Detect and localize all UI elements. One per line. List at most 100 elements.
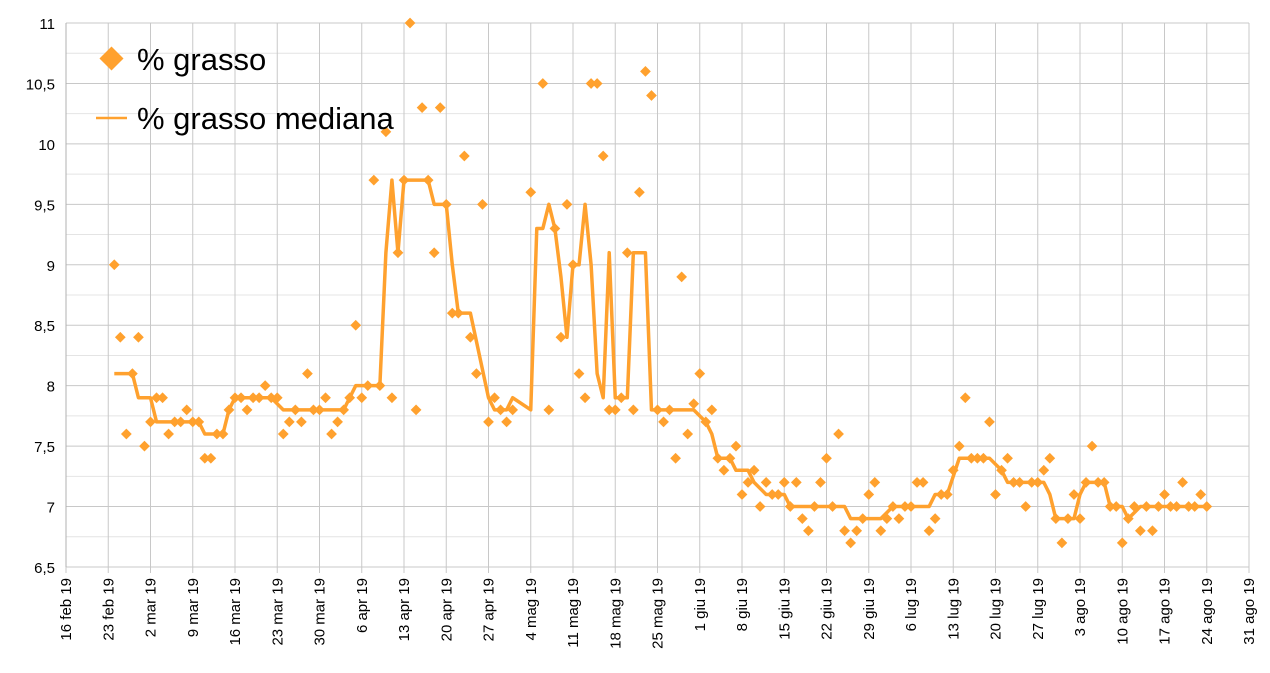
- x-tick-label: 17 ago 19: [1157, 578, 1174, 645]
- data-point-diamond: [978, 452, 989, 464]
- x-tick-label: 13 lug 19: [945, 578, 962, 640]
- data-point-diamond: [338, 404, 350, 416]
- data-point-diamond: [857, 513, 869, 525]
- data-point-diamond: [573, 368, 585, 379]
- data-point-diamond: [1189, 501, 1201, 512]
- data-point-diamond: [465, 331, 476, 343]
- x-tick-label: 13 apr 19: [396, 578, 413, 641]
- data-point-diamond: [289, 404, 301, 416]
- data-point-diamond: [634, 186, 645, 198]
- data-point-diamond: [1171, 501, 1182, 512]
- data-point-diamond: [495, 404, 506, 416]
- data-point-diamond: [984, 416, 995, 428]
- data-point-diamond: [1008, 477, 1019, 488]
- data-point-diamond: [374, 380, 386, 392]
- data-point-diamond: [157, 392, 168, 404]
- data-point-diamond: [350, 319, 362, 331]
- data-point-diamond: [416, 102, 428, 113]
- data-point-diamond: [169, 416, 181, 428]
- data-point-diamond: [332, 416, 343, 428]
- y-tick-label: 11: [39, 16, 55, 33]
- x-tick-label: 16 feb 19: [58, 578, 75, 641]
- data-point-diamond: [422, 174, 434, 186]
- data-point-diamond: [235, 392, 247, 404]
- data-point-diamond: [959, 392, 971, 404]
- data-point-diamond: [887, 501, 899, 512]
- x-tick-label: 2 mar 19: [143, 578, 160, 637]
- data-point-diamond: [1134, 525, 1146, 537]
- x-tick-label: 10 ago 19: [1114, 578, 1131, 645]
- data-point-diamond: [265, 392, 277, 404]
- data-point-diamond: [404, 17, 416, 29]
- grid: [65, 22, 1250, 573]
- x-tick-label: 27 lug 19: [1030, 578, 1047, 640]
- data-point-diamond: [525, 186, 537, 198]
- data-point-diamond: [1147, 525, 1158, 537]
- data-point-diamond: [579, 392, 591, 404]
- data-point-diamond: [410, 404, 422, 416]
- data-point-diamond: [760, 477, 772, 488]
- data-point-diamond: [163, 428, 174, 440]
- x-tick-label: 18 mag 19: [607, 578, 624, 649]
- data-point-diamond: [501, 416, 512, 428]
- data-point-diamond: [845, 537, 857, 549]
- data-point-diamond: [1050, 513, 1062, 525]
- data-point-diamond: [863, 489, 875, 500]
- legend-diamond-icon: [99, 46, 124, 71]
- x-tick-label: 15 giu 19: [776, 578, 793, 640]
- data-point-diamond: [736, 489, 748, 500]
- data-point-diamond: [296, 416, 307, 428]
- data-point-diamond: [1014, 477, 1026, 488]
- data-point-diamond: [247, 392, 259, 404]
- data-point-diamond: [368, 174, 380, 186]
- data-point-diamond: [929, 513, 941, 525]
- data-point-diamond: [193, 416, 205, 428]
- data-point-diamond: [1020, 501, 1032, 512]
- data-point-diamond: [947, 464, 959, 476]
- data-point-diamond: [507, 404, 519, 416]
- data-point-diamond: [199, 452, 211, 464]
- data-point-diamond: [615, 392, 627, 404]
- y-tick-label: 6,5: [34, 560, 55, 577]
- data-point-diamond: [990, 489, 1001, 500]
- x-tick-label: 16 mar 19: [227, 578, 244, 646]
- data-point-diamond: [211, 428, 223, 440]
- data-point-diamond: [1032, 477, 1044, 488]
- data-point-diamond: [851, 525, 863, 537]
- data-point-diamond: [827, 501, 838, 512]
- data-point-diamond: [815, 477, 826, 488]
- data-point-diamond: [114, 331, 126, 343]
- data-point-diamond: [1159, 489, 1170, 500]
- data-point-diamond: [283, 416, 295, 428]
- data-point-diamond: [181, 404, 193, 416]
- data-point-diamond: [1141, 501, 1152, 512]
- x-tick-label: 3 ago 19: [1072, 578, 1089, 636]
- legend-label-points: % grasso: [137, 42, 266, 77]
- data-point-diamond: [676, 271, 688, 283]
- data-point-diamond: [597, 150, 609, 162]
- data-point-diamond: [326, 428, 337, 440]
- data-point-diamond: [742, 477, 754, 488]
- data-point-diamond: [277, 428, 289, 440]
- y-tick-label: 10,5: [26, 76, 55, 93]
- data-point-diamond: [440, 198, 452, 210]
- y-tick-label: 8: [47, 379, 55, 396]
- x-tick-label: 24 ago 19: [1199, 578, 1216, 645]
- data-point-diamond: [821, 452, 832, 464]
- data-point-diamond: [259, 380, 271, 392]
- data-point-diamond: [428, 247, 440, 259]
- data-point-diamond: [688, 398, 700, 410]
- data-point-diamond: [1056, 537, 1068, 549]
- y-tick-label: 9: [47, 258, 55, 275]
- y-axis-ticks: 6,5 7 7,5 8 8,5 9 9,5 10 10,5 11: [26, 16, 55, 577]
- data-point-diamond: [790, 477, 802, 488]
- x-tick-label: 30 mar 19: [312, 578, 329, 646]
- data-point-diamond: [477, 198, 488, 210]
- data-point-diamond: [911, 477, 923, 488]
- x-tick-label: 20 apr 19: [438, 578, 455, 641]
- data-point-diamond: [839, 525, 850, 537]
- x-tick-label: 22 giu 19: [819, 578, 836, 640]
- data-point-diamond: [127, 368, 138, 379]
- y-tick-label: 7,5: [34, 439, 55, 456]
